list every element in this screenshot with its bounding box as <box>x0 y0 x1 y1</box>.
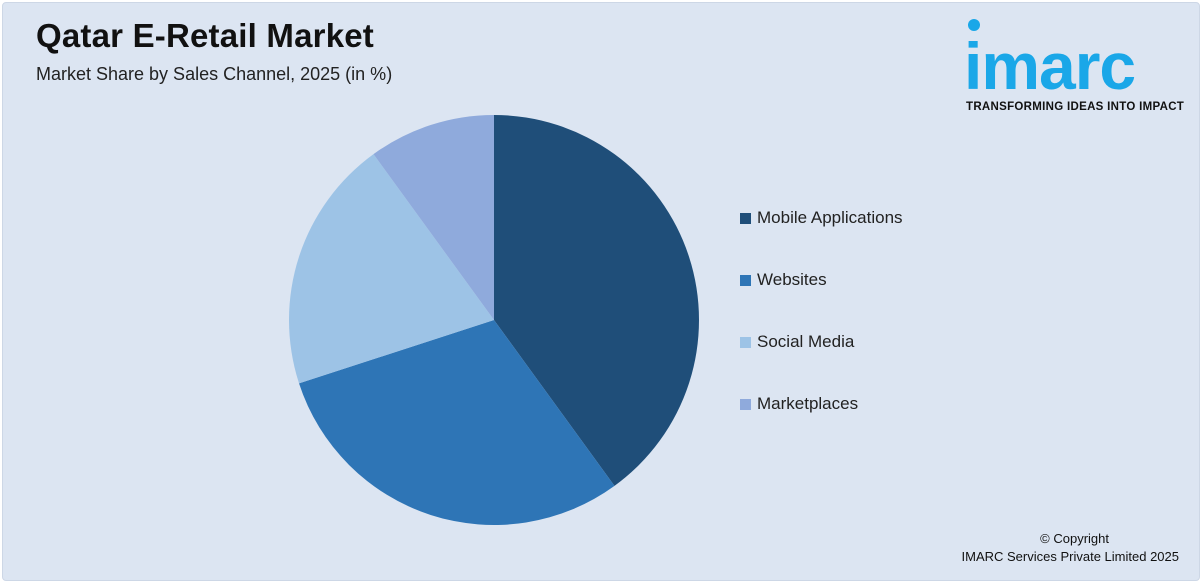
logo-wordmark: imarc <box>964 29 1136 103</box>
legend-label: Mobile Applications <box>757 208 903 227</box>
logo-dot <box>968 19 980 31</box>
legend-item-marketplaces: Marketplaces <box>740 392 903 416</box>
legend-swatch <box>740 274 751 286</box>
legend-item-websites: Websites <box>740 268 903 292</box>
pie-chart <box>289 115 699 525</box>
chart-legend: Mobile Applications Websites Social Media M… <box>740 206 903 454</box>
legend-label: Marketplaces <box>757 394 859 413</box>
pie-slice-websites <box>299 320 615 525</box>
chart-subtitle: Market Share by Sales Channel, 2025 (in … <box>36 64 393 84</box>
logo-tagline: TRANSFORMING IDEAS INTO IMPACT <box>966 101 1185 113</box>
pie-slice-marketplaces <box>373 115 494 320</box>
pie-slice-mobile-applications <box>494 115 699 486</box>
chart-title: Qatar E-Retail Market <box>36 17 374 54</box>
legend-item-mobile-applications: Mobile Applications <box>740 206 903 230</box>
legend-label: Websites <box>757 270 827 289</box>
copyright-notice: © Copyright IMARC Services Private Limit… <box>962 530 1179 566</box>
copyright-line-1: © Copyright <box>1040 531 1109 546</box>
legend-swatch <box>740 398 751 410</box>
imarc-logo: imarc TRANSFORMING IDEAS INTO IMPACT <box>961 17 1193 117</box>
legend-item-social-media: Social Media <box>740 330 903 354</box>
legend-label: Social Media <box>757 332 855 351</box>
legend-swatch <box>740 336 751 348</box>
copyright-line-2: IMARC Services Private Limited 2025 <box>961 549 1179 564</box>
pie-slice-social-media <box>289 154 494 384</box>
legend-swatch <box>740 212 751 224</box>
